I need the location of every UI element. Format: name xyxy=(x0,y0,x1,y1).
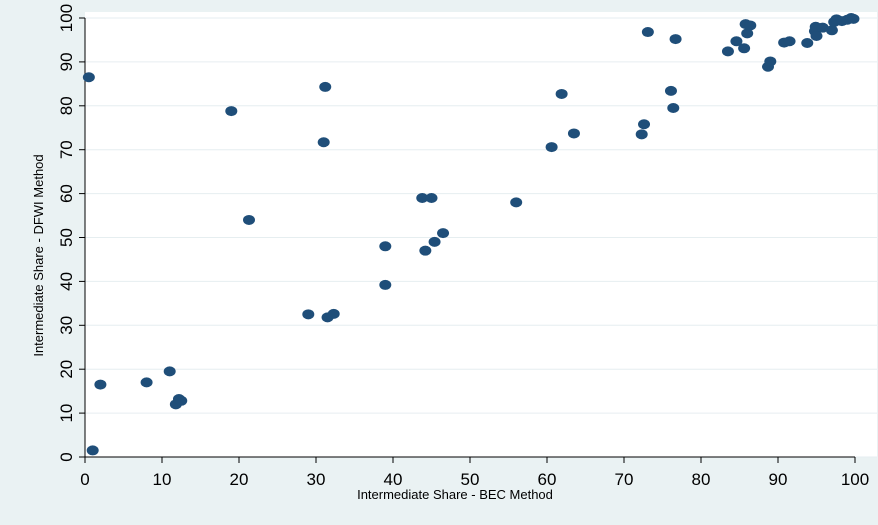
data-point xyxy=(545,142,558,153)
y-tick-label: 20 xyxy=(57,360,76,379)
x-tick-label: 50 xyxy=(461,470,480,489)
x-tick-label: 60 xyxy=(538,470,557,489)
y-tick-label: 90 xyxy=(57,52,76,71)
x-tick-label: 90 xyxy=(769,470,788,489)
data-point xyxy=(419,245,432,256)
y-tick-label: 30 xyxy=(57,316,76,335)
data-point xyxy=(163,366,176,377)
data-point xyxy=(140,377,153,388)
data-point xyxy=(327,308,340,319)
data-point xyxy=(243,214,256,225)
data-point xyxy=(379,241,392,252)
data-point xyxy=(744,20,757,31)
data-point xyxy=(801,38,814,49)
data-point xyxy=(425,192,438,203)
plot-area xyxy=(85,12,877,457)
data-point xyxy=(379,279,392,290)
y-tick-label: 0 xyxy=(57,452,76,461)
y-tick-label: 40 xyxy=(57,272,76,291)
data-point xyxy=(82,72,95,83)
data-point xyxy=(302,309,315,320)
data-point xyxy=(317,137,330,148)
y-tick-label: 80 xyxy=(57,96,76,115)
data-point xyxy=(825,25,838,36)
data-point xyxy=(567,128,580,139)
data-point xyxy=(635,129,648,140)
x-axis-ticks: 0 10 20 30 40 50 60 70 80 90 100 xyxy=(80,457,869,489)
data-point xyxy=(764,56,777,67)
x-tick-label: 30 xyxy=(307,470,326,489)
data-point xyxy=(94,379,107,390)
data-point xyxy=(638,119,651,130)
x-tick-label: 20 xyxy=(230,470,249,489)
y-tick-label: 10 xyxy=(57,404,76,423)
data-point xyxy=(721,46,734,57)
data-point xyxy=(416,192,429,203)
x-axis-title: Intermediate Share - BEC Method xyxy=(357,487,553,502)
x-tick-label: 70 xyxy=(615,470,634,489)
data-point xyxy=(319,81,332,92)
y-axis-ticks: 0 10 20 30 40 50 60 70 80 90 100 xyxy=(57,4,85,462)
data-point xyxy=(641,27,654,38)
data-points xyxy=(82,13,860,456)
y-tick-label: 60 xyxy=(57,184,76,203)
data-point xyxy=(669,34,682,45)
x-tick-label: 40 xyxy=(384,470,403,489)
data-point xyxy=(667,102,680,113)
x-tick-label: 0 xyxy=(80,470,89,489)
data-point xyxy=(783,36,796,47)
data-point xyxy=(816,22,829,33)
y-tick-label: 100 xyxy=(57,4,76,32)
data-point xyxy=(730,36,743,47)
data-point xyxy=(225,106,238,117)
data-point xyxy=(175,395,188,406)
x-tick-label: 10 xyxy=(153,470,172,489)
data-point xyxy=(738,43,751,54)
y-tick-label: 50 xyxy=(57,228,76,247)
data-point xyxy=(847,13,860,24)
data-point xyxy=(437,228,450,239)
x-tick-label: 80 xyxy=(692,470,711,489)
data-point xyxy=(428,236,441,247)
data-point xyxy=(741,28,754,39)
data-point xyxy=(555,88,568,99)
x-tick-label: 100 xyxy=(841,470,869,489)
data-point xyxy=(86,445,99,456)
data-point xyxy=(510,197,523,208)
data-point xyxy=(664,85,677,96)
data-point xyxy=(810,30,823,41)
y-axis-title: Intermediate Share - DFWI Method xyxy=(31,154,46,356)
y-tick-label: 70 xyxy=(57,140,76,159)
gridlines xyxy=(85,17,877,458)
